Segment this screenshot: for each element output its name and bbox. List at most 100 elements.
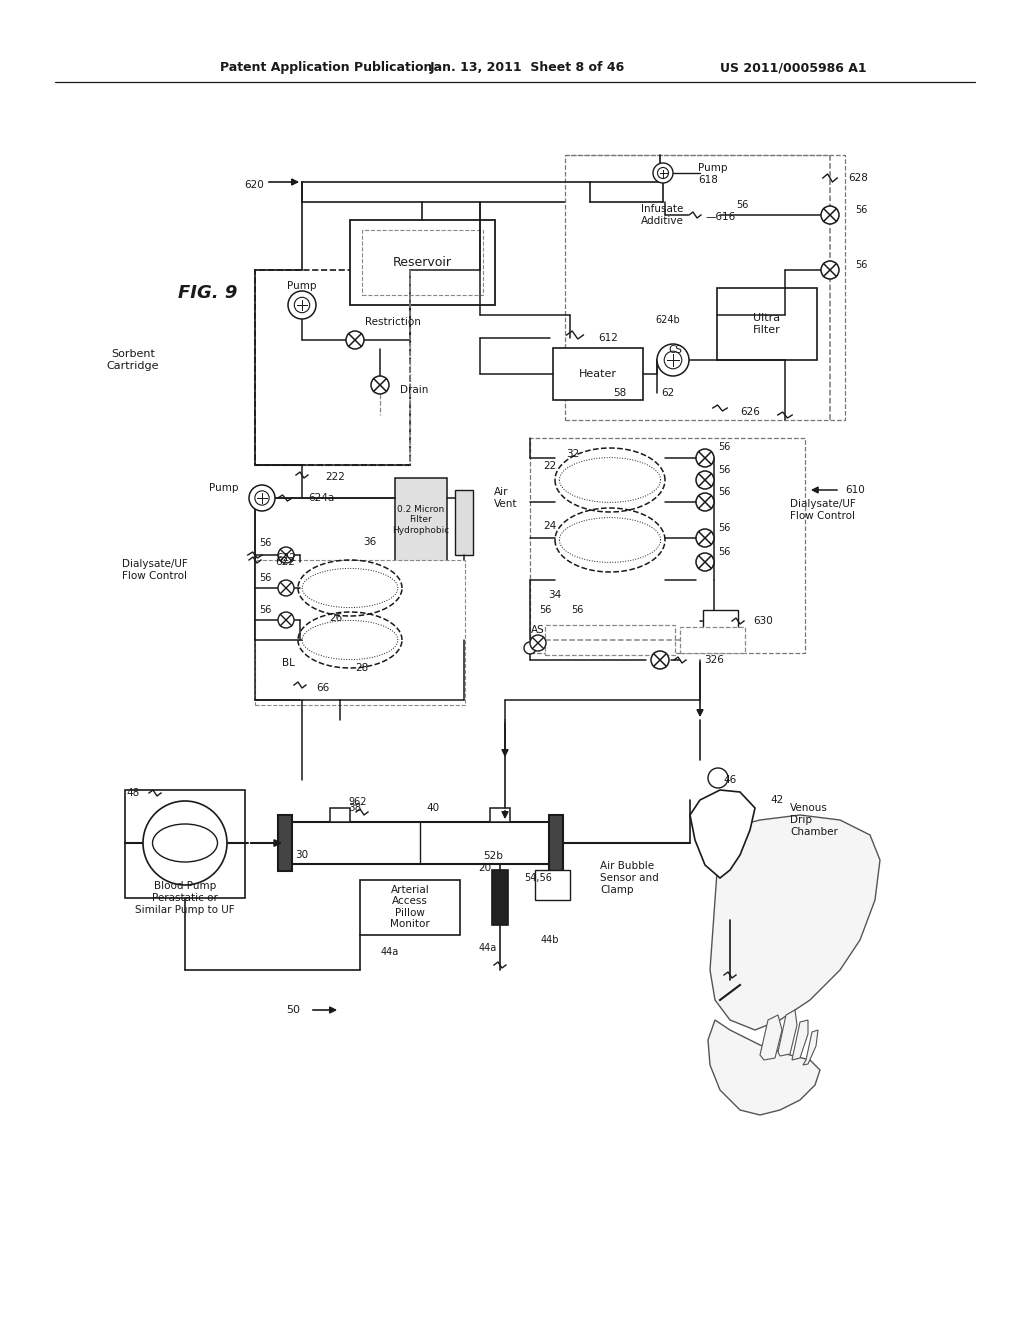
Bar: [535, 870, 570, 900]
Text: 56: 56: [539, 605, 551, 615]
Polygon shape: [708, 1020, 820, 1115]
Text: US 2011/0005986 A1: US 2011/0005986 A1: [720, 62, 866, 74]
Circle shape: [696, 553, 714, 572]
Text: 54,56: 54,56: [524, 873, 552, 883]
Text: 34: 34: [549, 590, 561, 601]
Text: Restriction: Restriction: [365, 317, 421, 327]
Text: 30: 30: [295, 850, 308, 861]
Circle shape: [255, 491, 269, 506]
Text: 32: 32: [566, 449, 580, 459]
Text: 622: 622: [275, 557, 295, 568]
Text: CS: CS: [668, 345, 682, 355]
Circle shape: [657, 345, 689, 376]
Text: 56: 56: [718, 442, 730, 451]
Bar: [160, 836, 170, 853]
Text: 28: 28: [355, 663, 369, 673]
Text: 624a: 624a: [308, 492, 334, 503]
Text: 56: 56: [718, 546, 730, 557]
Text: 624b: 624b: [655, 315, 680, 325]
Circle shape: [278, 579, 294, 597]
Bar: [362, 230, 483, 294]
Text: 612: 612: [598, 333, 617, 343]
Text: 36: 36: [364, 537, 377, 546]
Text: 44a: 44a: [381, 946, 399, 957]
Bar: [255, 271, 410, 465]
Text: 56: 56: [570, 605, 584, 615]
Bar: [549, 814, 563, 871]
Text: 44a: 44a: [479, 942, 497, 953]
Bar: [717, 288, 817, 360]
Circle shape: [371, 376, 389, 393]
Circle shape: [346, 331, 364, 348]
Circle shape: [249, 484, 275, 511]
Circle shape: [294, 297, 309, 313]
Text: 630: 630: [753, 616, 773, 626]
Text: 56: 56: [718, 523, 730, 533]
Text: 22: 22: [543, 461, 556, 471]
Bar: [290, 822, 550, 865]
Text: 222: 222: [325, 473, 345, 482]
Bar: [278, 814, 292, 871]
Text: Patent Application Publication: Patent Application Publication: [220, 62, 432, 74]
Text: Pump: Pump: [288, 281, 316, 290]
Text: 52b: 52b: [483, 851, 503, 861]
Text: 42: 42: [770, 795, 783, 805]
Bar: [395, 478, 447, 564]
Bar: [255, 271, 410, 465]
Bar: [455, 490, 473, 554]
Text: Jan. 13, 2011  Sheet 8 of 46: Jan. 13, 2011 Sheet 8 of 46: [430, 62, 626, 74]
Text: 24: 24: [543, 521, 556, 531]
Circle shape: [657, 168, 669, 178]
Bar: [125, 789, 245, 898]
Text: FIG. 9: FIG. 9: [178, 284, 238, 302]
Text: Blood Pump
Perastatic or
Similar Pump to UF: Blood Pump Perastatic or Similar Pump to…: [135, 882, 234, 915]
Text: Dialysate/UF
Flow Control: Dialysate/UF Flow Control: [122, 560, 187, 581]
Text: Drain: Drain: [400, 385, 428, 395]
Bar: [255, 560, 465, 705]
Bar: [703, 610, 738, 632]
Circle shape: [651, 651, 669, 669]
Text: 62: 62: [662, 388, 675, 399]
Circle shape: [696, 471, 714, 488]
Text: —616: —616: [706, 213, 736, 222]
Bar: [360, 880, 460, 935]
Text: 56: 56: [260, 573, 272, 583]
Text: 50: 50: [286, 1005, 300, 1015]
Circle shape: [696, 529, 714, 546]
Text: Venous
Drip
Chamber: Venous Drip Chamber: [790, 804, 838, 837]
Text: 610: 610: [845, 484, 864, 495]
Polygon shape: [778, 1010, 797, 1056]
Polygon shape: [792, 1020, 808, 1060]
Text: Reservoir: Reservoir: [392, 256, 452, 269]
Text: 626: 626: [740, 407, 760, 417]
Text: 620: 620: [245, 180, 264, 190]
Circle shape: [530, 635, 546, 651]
Text: 44b: 44b: [541, 935, 559, 945]
Text: 622: 622: [276, 553, 296, 564]
Circle shape: [278, 546, 294, 564]
Text: 26: 26: [330, 612, 343, 623]
Text: 56: 56: [718, 487, 730, 498]
Text: Ultra
Filter: Ultra Filter: [753, 313, 781, 335]
Bar: [553, 348, 643, 400]
Polygon shape: [710, 814, 880, 1030]
Text: Air Bubble
Sensor and
Clamp: Air Bubble Sensor and Clamp: [600, 862, 658, 895]
Text: Air
Vent: Air Vent: [494, 487, 517, 508]
Text: 58: 58: [613, 388, 627, 399]
Bar: [490, 808, 510, 822]
Text: 20: 20: [478, 863, 492, 873]
Bar: [545, 624, 675, 655]
Circle shape: [524, 642, 536, 653]
Bar: [350, 220, 495, 305]
Text: 56: 56: [718, 465, 730, 475]
Bar: [492, 870, 508, 925]
Text: Dialysate/UF
Flow Control: Dialysate/UF Flow Control: [790, 499, 856, 521]
Text: 56: 56: [736, 201, 749, 210]
Text: 48: 48: [127, 788, 140, 799]
Text: 66: 66: [316, 682, 330, 693]
Polygon shape: [803, 1030, 818, 1065]
Text: 56: 56: [855, 205, 867, 215]
Circle shape: [653, 162, 673, 183]
Bar: [200, 836, 210, 853]
Circle shape: [696, 449, 714, 467]
